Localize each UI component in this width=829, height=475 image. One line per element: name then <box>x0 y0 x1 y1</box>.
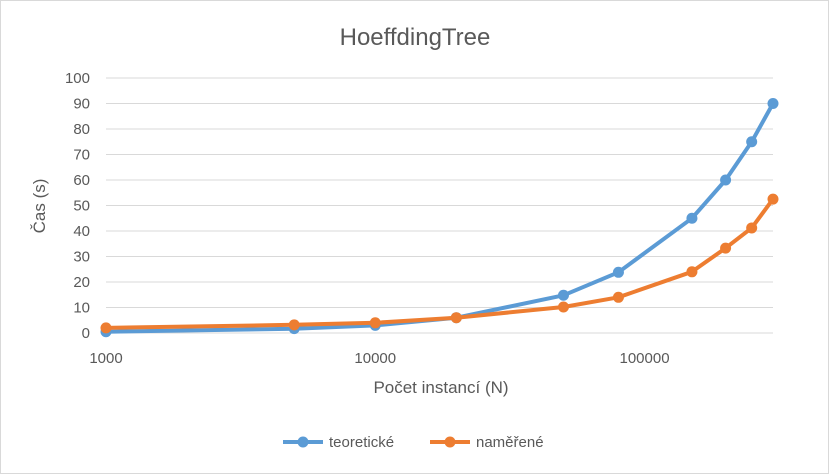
legend-swatch-marker <box>444 436 456 448</box>
y-tick-label: 70 <box>73 147 90 164</box>
x-tick-label: 100000 <box>619 350 669 367</box>
data-point <box>686 212 698 224</box>
x-tick-label: 10000 <box>354 350 396 367</box>
y-tick-label: 10 <box>73 300 90 317</box>
legend-item: teoretické <box>283 434 394 451</box>
data-point <box>767 98 779 109</box>
legend-label: teoretické <box>329 434 394 451</box>
gridlines <box>106 77 773 334</box>
series-line <box>104 197 775 330</box>
y-tick-label: 0 <box>82 325 90 342</box>
data-point <box>720 174 732 186</box>
x-axis-title: Počet instancí (N) <box>373 378 508 397</box>
series-group <box>100 98 779 338</box>
data-point <box>612 291 624 303</box>
y-tick-label: 100 <box>65 70 90 87</box>
y-tick-label: 40 <box>73 223 90 240</box>
series-2 <box>100 193 779 334</box>
y-tick-label: 50 <box>73 198 90 215</box>
legend-swatch-marker <box>297 436 309 448</box>
data-point <box>369 317 381 329</box>
y-tick-label: 60 <box>73 172 90 189</box>
data-point <box>288 319 300 331</box>
series-1 <box>100 98 779 338</box>
y-tick-label: 30 <box>73 249 90 266</box>
y-tick-label: 90 <box>73 96 90 113</box>
data-point <box>557 289 569 301</box>
x-tick-label: 1000 <box>89 350 122 367</box>
chart-title: HoeffdingTree <box>340 24 491 51</box>
legend: teoretické naměřené <box>283 434 544 451</box>
data-point <box>450 312 462 324</box>
x-axis-ticks: 1000 10000 100000 <box>89 350 669 367</box>
data-point <box>767 193 779 205</box>
data-point <box>100 322 112 334</box>
series-line <box>104 101 775 334</box>
data-point <box>612 266 624 278</box>
data-point <box>720 242 732 254</box>
data-point <box>686 266 698 278</box>
data-point <box>746 136 758 148</box>
legend-item: naměřené <box>430 434 544 451</box>
y-axis-title: Čas (s) <box>30 179 49 234</box>
y-tick-label: 20 <box>73 274 90 291</box>
y-tick-label: 80 <box>73 121 90 138</box>
data-point <box>746 222 758 234</box>
y-axis-ticks: 0 10 20 30 40 50 60 70 80 90 100 <box>65 70 90 342</box>
legend-label: naměřené <box>476 434 544 451</box>
data-point <box>557 301 569 313</box>
